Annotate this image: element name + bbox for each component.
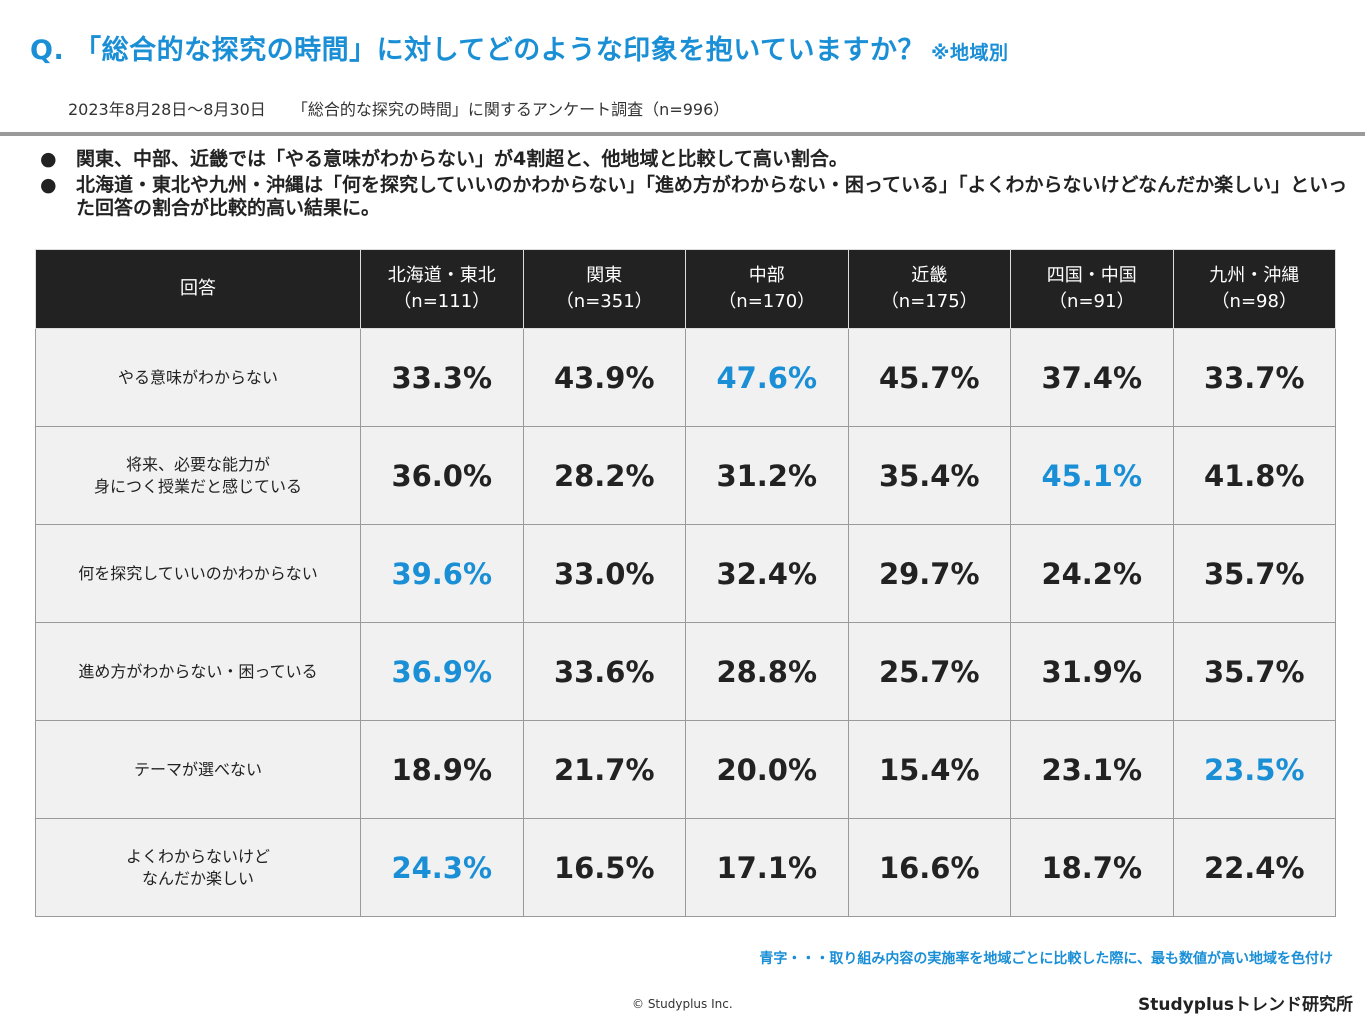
header-divider [0, 132, 1365, 136]
value-cell: 28.8% [685, 622, 849, 721]
value-cell: 33.6% [522, 622, 686, 721]
answer-label-line: 将来、必要な能力が [125, 454, 270, 474]
table-row: 何を探究していいのかわからない 39.6% 33.0% 32.4% 29.7% … [35, 524, 1336, 623]
brand-logo: Studyplusトレンド研究所 [1138, 995, 1353, 1015]
region-sample-size: （n=91） [1049, 291, 1135, 312]
value-cell: 18.9% [360, 720, 524, 819]
survey-info: 2023年8月28日～8月30日 「総合的な探究の時間」に関するアンケート調査（n… [68, 96, 729, 120]
value-cell: 23.5% [1172, 720, 1336, 819]
value-cell: 32.4% [685, 524, 849, 623]
region-name: 九州・沖縄 [1209, 265, 1300, 286]
summary-bullet: ● 関東、中部、近畿では「やる意味がわからない」が4割超と、他地域と比較して高い… [40, 148, 1356, 171]
answer-label-line: 何を探究していいのかわからない [78, 563, 318, 583]
summary-bullets: ● 関東、中部、近畿では「やる意味がわからない」が4割超と、他地域と比較して高い… [40, 148, 1356, 223]
value-cell: 24.2% [1010, 524, 1174, 623]
value-cell: 18.7% [1010, 818, 1174, 917]
value-cell: 31.9% [1010, 622, 1174, 721]
value-cell: 35.7% [1172, 622, 1336, 721]
region-column-header: 四国・中国 （n=91） [1010, 249, 1174, 329]
region-name: 北海道・東北 [387, 265, 496, 286]
answer-label-line: なんだか楽しい [141, 868, 254, 888]
value-cell: 41.8% [1172, 426, 1336, 525]
answer-label: 進め方がわからない・困っている [35, 622, 361, 721]
survey-name: 「総合的な探究の時間」に関するアンケート調査（n=996） [291, 100, 730, 119]
survey-period: 2023年8月28日～8月30日 [68, 100, 266, 119]
region-sample-size: （n=170） [718, 291, 816, 312]
answer-label-line: やる意味がわからない [117, 367, 278, 387]
value-cell: 25.7% [847, 622, 1011, 721]
results-table: 回答 北海道・東北 （n=111） 関東 （n=351） 中部 （n=170） 近畿 （… [35, 249, 1336, 917]
value-cell: 15.4% [847, 720, 1011, 819]
value-cell: 16.5% [522, 818, 686, 917]
region-column-header: 関東 （n=351） [522, 249, 686, 329]
answer-label: 何を探究していいのかわからない [35, 524, 361, 623]
value-cell: 33.0% [522, 524, 686, 623]
value-cell: 35.4% [847, 426, 1011, 525]
region-column-header: 近畿 （n=175） [847, 249, 1011, 329]
table-row: やる意味がわからない 33.3% 43.9% 47.6% 45.7% 37.4%… [35, 328, 1336, 427]
bullet-dot-icon: ● [40, 174, 57, 196]
value-cell: 45.1% [1010, 426, 1174, 525]
value-cell: 45.7% [847, 328, 1011, 427]
table-header-row: 回答 北海道・東北 （n=111） 関東 （n=351） 中部 （n=170） 近畿 （… [35, 249, 1336, 329]
value-cell: 17.1% [685, 818, 849, 917]
region-column-header: 北海道・東北 （n=111） [360, 249, 524, 329]
value-cell: 31.2% [685, 426, 849, 525]
answer-label: よくわからないけど なんだか楽しい [35, 818, 361, 917]
value-cell: 23.1% [1010, 720, 1174, 819]
region-name: 中部 [748, 265, 785, 286]
value-cell: 21.7% [522, 720, 686, 819]
region-name: 関東 [586, 265, 623, 286]
value-cell: 37.4% [1010, 328, 1174, 427]
question-title: Q. 「総合的な探究の時間」に対してどのような印象を抱いていますか？ ※地域別 [30, 28, 1008, 67]
answer-column-header: 回答 [35, 249, 361, 329]
value-cell: 39.6% [360, 524, 524, 623]
value-cell: 28.2% [522, 426, 686, 525]
answer-label: テーマが選べない [35, 720, 361, 819]
table-row: よくわからないけど なんだか楽しい 24.3% 16.5% 17.1% 16.6%… [35, 818, 1336, 917]
question-title-note: ※地域別 [931, 42, 1009, 64]
answer-label-line: よくわからないけど [125, 846, 270, 866]
value-cell: 47.6% [685, 328, 849, 427]
region-sample-size: （n=111） [393, 291, 491, 312]
bullet-dot-icon: ● [40, 148, 57, 170]
answer-label: 将来、必要な能力が 身につく授業だと感じている [35, 426, 361, 525]
value-cell: 16.6% [847, 818, 1011, 917]
table-row: テーマが選べない 18.9% 21.7% 20.0% 15.4% 23.1% 2… [35, 720, 1336, 819]
region-sample-size: （n=175） [880, 291, 978, 312]
summary-bullet-text: 関東、中部、近畿では「やる意味がわからない」が4割超と、他地域と比較して高い割合… [76, 148, 848, 170]
region-column-header: 九州・沖縄 （n=98） [1172, 249, 1336, 329]
region-sample-size: （n=98） [1211, 291, 1297, 312]
region-name: 近畿 [911, 265, 948, 286]
answer-label-line: 身につく授業だと感じている [93, 476, 302, 496]
highlight-footnote: 青字・・・取り組み内容の実施率を地域ごとに比較した際に、最も数値が高い地域を色付… [759, 951, 1333, 967]
summary-bullet-text: 北海道・東北や九州・沖縄は「何を探究していいのかわからない」「進め方がわからない… [76, 174, 1348, 219]
table-row: 将来、必要な能力が 身につく授業だと感じている 36.0% 28.2% 31.2%… [35, 426, 1336, 525]
value-cell: 33.3% [360, 328, 524, 427]
summary-bullet: ● 北海道・東北や九州・沖縄は「何を探究していいのかわからない」「進め方がわから… [40, 174, 1356, 220]
question-title-text: Q. 「総合的な探究の時間」に対してどのような印象を抱いていますか？ [30, 35, 925, 66]
value-cell: 29.7% [847, 524, 1011, 623]
answer-label-line: テーマが選べない [133, 759, 262, 779]
region-name: 四国・中国 [1046, 265, 1137, 286]
value-cell: 33.7% [1172, 328, 1336, 427]
copyright: © Studyplus Inc. [632, 997, 733, 1011]
value-cell: 36.9% [360, 622, 524, 721]
value-cell: 35.7% [1172, 524, 1336, 623]
value-cell: 24.3% [360, 818, 524, 917]
value-cell: 43.9% [522, 328, 686, 427]
page-header: Q. 「総合的な探究の時間」に対してどのような印象を抱いていますか？ ※地域別 2… [0, 0, 1365, 136]
value-cell: 36.0% [360, 426, 524, 525]
answer-label-line: 進め方がわからない・困っている [78, 661, 318, 681]
answer-label: やる意味がわからない [35, 328, 361, 427]
table-row: 進め方がわからない・困っている 36.9% 33.6% 28.8% 25.7% … [35, 622, 1336, 721]
value-cell: 22.4% [1172, 818, 1336, 917]
region-column-header: 中部 （n=170） [685, 249, 849, 329]
region-sample-size: （n=351） [555, 291, 653, 312]
value-cell: 20.0% [685, 720, 849, 819]
